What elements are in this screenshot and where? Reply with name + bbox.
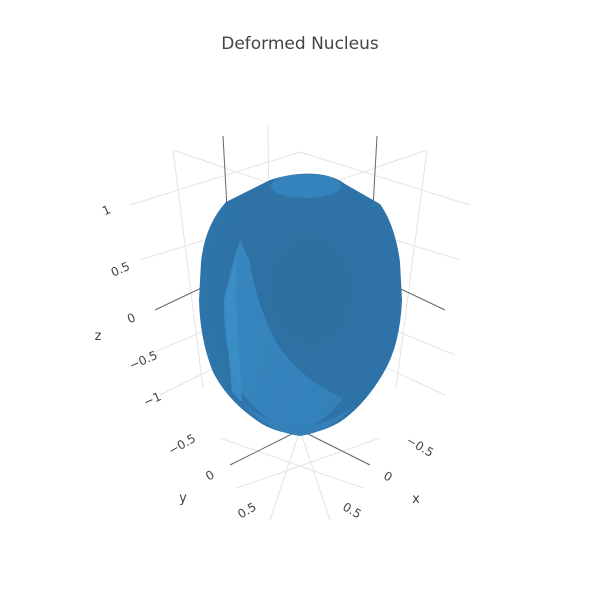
grid-line bbox=[129, 151, 301, 206]
z-tick-label: 0.5 bbox=[109, 259, 132, 280]
x-tick-label: −0.5 bbox=[404, 433, 436, 460]
grid-line bbox=[172, 149, 204, 389]
z-tick-label: 0 bbox=[125, 310, 138, 326]
x-axis-title: x bbox=[412, 492, 420, 507]
grid-line bbox=[219, 437, 364, 489]
nucleus-bottom-rim bbox=[245, 405, 355, 436]
nucleus-ridge bbox=[224, 258, 242, 402]
x-tick-label: 0.5 bbox=[340, 500, 364, 522]
y-tick-label: 0.5 bbox=[235, 500, 259, 522]
z-tick-label: −0.5 bbox=[127, 348, 159, 373]
chart-title: Deformed Nucleus bbox=[221, 34, 379, 54]
grid-line bbox=[395, 149, 428, 389]
nucleus-surface[interactable] bbox=[199, 173, 402, 436]
nucleus-top-cap bbox=[271, 174, 341, 198]
grid-lines bbox=[129, 125, 471, 521]
grid-line bbox=[236, 437, 381, 489]
y-tick-label: 0 bbox=[203, 468, 217, 484]
x-axis-line-bottom bbox=[299, 429, 371, 466]
y-axis-line-bottom bbox=[229, 429, 301, 466]
y-tick-label: −0.5 bbox=[166, 431, 198, 458]
nucleus-highlight-band bbox=[223, 240, 343, 432]
axis-titles: z y x bbox=[95, 329, 421, 507]
y-axis-title: y bbox=[179, 491, 187, 506]
x-tick-label: 0 bbox=[381, 469, 395, 485]
grid-line bbox=[269, 429, 301, 521]
z-axis-title: z bbox=[95, 329, 102, 344]
grid-line bbox=[299, 151, 471, 206]
grid-line bbox=[299, 429, 331, 521]
z-tick-label: −1 bbox=[141, 389, 163, 409]
z-tick-label: 1 bbox=[100, 202, 113, 218]
